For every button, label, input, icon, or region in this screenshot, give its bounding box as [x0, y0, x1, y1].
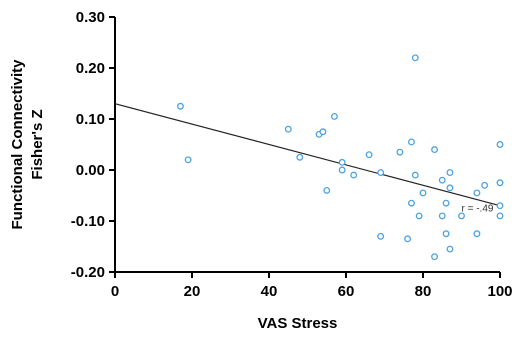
x-tick-label: 100 — [487, 283, 512, 300]
data-point — [496, 212, 504, 220]
x-axis-label: VAS Stress — [258, 315, 338, 332]
ticks: -0.20 -0.10 0.00 0.10 0.20 0.30 0 20 40 60 80 100 — [71, 9, 513, 300]
regression-line — [114, 103, 501, 207]
data-point — [404, 235, 412, 243]
y-tick-label: 0.30 — [76, 9, 105, 26]
regression-layer — [114, 103, 501, 207]
x-tick-label: 80 — [415, 283, 432, 300]
data-point — [446, 169, 454, 176]
data-point — [338, 158, 346, 166]
data-point — [446, 245, 454, 253]
data-point — [411, 54, 419, 62]
data-point — [431, 146, 438, 154]
data-point — [496, 179, 504, 187]
data-point — [331, 112, 338, 120]
x-tick-label: 20 — [184, 283, 201, 300]
x-tick-label: 60 — [338, 283, 355, 300]
y-axis-label-line2: Fisher's Z — [29, 109, 46, 179]
y-tick-label: -0.10 — [71, 213, 105, 230]
data-point — [446, 184, 454, 192]
data-point — [377, 169, 385, 176]
data-point — [408, 138, 415, 146]
data-point — [442, 230, 450, 238]
data-point — [431, 253, 438, 261]
data-point — [365, 151, 373, 159]
data-point — [473, 230, 481, 238]
data-point — [415, 212, 423, 220]
data-point — [442, 199, 450, 207]
axes — [114, 17, 500, 273]
y-tick-label: -0.20 — [71, 264, 105, 281]
data-point — [473, 189, 481, 197]
data-point — [284, 125, 292, 133]
y-tick-label: 0.10 — [76, 111, 105, 128]
data-point — [438, 176, 446, 184]
data-point — [184, 156, 192, 164]
data-point — [411, 171, 419, 179]
data-point — [176, 102, 184, 110]
data-point — [481, 181, 489, 189]
data-point — [296, 153, 304, 161]
data-point — [338, 166, 346, 174]
data-point — [496, 202, 504, 210]
data-point — [438, 212, 446, 220]
data-point — [319, 128, 327, 136]
x-tick-label: 40 — [261, 283, 278, 300]
data-point — [458, 212, 465, 220]
x-tick-label: 0 — [111, 283, 119, 300]
y-axis-label-line1: Functional Connectivity — [9, 59, 26, 230]
data-point — [496, 141, 504, 148]
data-point — [396, 148, 404, 156]
data-point — [419, 189, 427, 197]
data-point — [377, 232, 385, 240]
y-tick-label: 0.00 — [76, 162, 105, 179]
data-point — [408, 199, 415, 207]
labels-layer: r = -.49 VAS Stress Functional Connectivit… — [9, 59, 494, 332]
correlation-annotation: r = -.49 — [462, 203, 494, 214]
data-point — [350, 171, 358, 179]
data-point — [323, 186, 331, 194]
y-tick-label: 0.20 — [76, 60, 105, 77]
data-points — [176, 54, 504, 261]
